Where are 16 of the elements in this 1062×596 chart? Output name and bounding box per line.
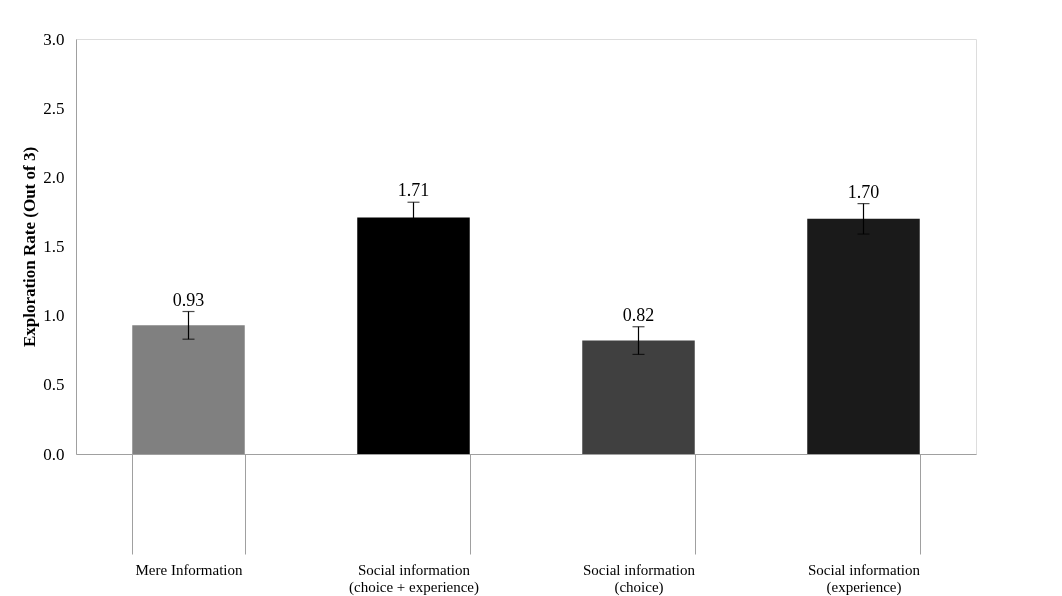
x-tick-label: Social information (choice + experience) <box>348 561 480 596</box>
y-tick-label: 0.5 <box>43 375 65 395</box>
y-tick-label: 1.5 <box>43 237 65 256</box>
y-axis-title: Exploration Rate (Out of 3) <box>20 146 40 348</box>
y-tick-label: 2.0 <box>43 167 65 187</box>
x-tick-label: Social information (experience) <box>807 561 921 596</box>
data-label: 0.82 <box>622 304 655 325</box>
data-label: 1.70 <box>847 181 880 202</box>
x-tick-label: Mere Information <box>135 561 244 578</box>
y-tick-label: 2.5 <box>43 98 65 118</box>
y-tick-label: 3.0 <box>43 29 65 49</box>
x-tick-label: Social information (choice) <box>582 561 696 596</box>
data-label: 1.71 <box>397 180 430 201</box>
y-tick-label: 0.0 <box>43 444 65 464</box>
y-tick-label: 1.0 <box>43 306 65 326</box>
data-label: 0.93 <box>172 289 205 310</box>
